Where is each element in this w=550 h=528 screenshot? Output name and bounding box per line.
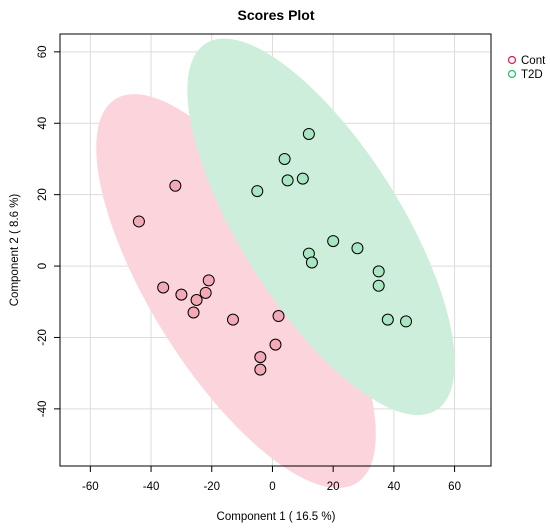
point-t2d <box>381 313 394 326</box>
legend-marker-cont <box>507 55 517 65</box>
x-axis-label: Component 1 ( 16.5 %) <box>217 511 336 523</box>
y-tick-label: 0 <box>37 263 49 269</box>
x-tick-label: 20 <box>327 481 340 493</box>
point-cont <box>254 351 267 364</box>
point-t2d <box>302 127 315 140</box>
x-tick-label: -60 <box>82 481 99 493</box>
point-cont <box>187 306 200 319</box>
point-cont <box>227 313 240 326</box>
point-t2d <box>327 235 340 248</box>
chart-title: Scores Plot <box>237 7 314 23</box>
point-t2d <box>372 279 385 292</box>
x-tick-label: 40 <box>387 481 400 493</box>
y-tick-label: 40 <box>37 117 49 130</box>
point-cont <box>175 288 188 301</box>
point-t2d <box>296 172 309 185</box>
legend-marker-t2d <box>507 69 517 79</box>
plot-frame <box>59 33 492 467</box>
y-tick-label: 60 <box>37 45 49 58</box>
y-axis: -40 -20 0 20 40 60 <box>37 45 60 417</box>
x-tick-label: -20 <box>203 481 220 493</box>
point-t2d <box>281 174 294 187</box>
y-tick-label: -20 <box>37 329 49 346</box>
point-cont <box>132 215 145 228</box>
confidence-ellipse-cont <box>96 94 376 488</box>
confidence-ellipses <box>96 38 455 488</box>
y-tick-label: -40 <box>37 401 49 418</box>
point-cont <box>254 363 267 376</box>
x-tick-label: -40 <box>143 481 160 493</box>
x-axis: -60 -40 -20 0 20 40 60 <box>82 466 461 493</box>
point-cont <box>199 286 212 299</box>
x-tick-label: 0 <box>269 481 275 493</box>
point-cont <box>169 179 182 192</box>
point-cont <box>157 281 170 294</box>
legend: Cont T2D <box>507 55 546 81</box>
point-cont <box>269 338 282 351</box>
point-cont <box>272 310 285 323</box>
point-cont <box>190 293 203 306</box>
y-tick-label: 20 <box>37 188 49 201</box>
point-t2d <box>400 315 413 328</box>
point-t2d <box>372 265 385 278</box>
point-t2d <box>278 152 291 165</box>
data-points <box>132 127 413 376</box>
point-t2d <box>351 242 364 255</box>
legend-label-cont: Cont <box>521 55 546 67</box>
point-t2d <box>251 185 264 198</box>
y-axis-label: Component 2 ( 8.6 %) <box>9 194 21 307</box>
point-cont <box>202 274 215 287</box>
point-t2d <box>305 256 318 269</box>
x-tick-label: 60 <box>448 481 461 493</box>
legend-label-t2d: T2D <box>521 69 543 81</box>
